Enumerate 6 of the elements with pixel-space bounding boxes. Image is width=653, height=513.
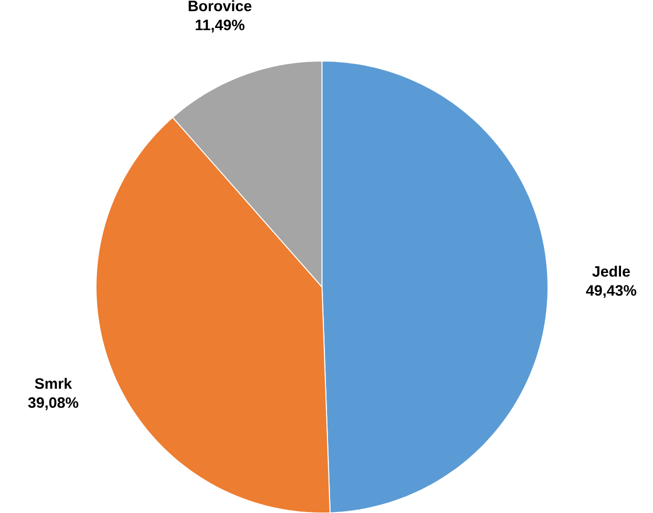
data-label: 49,43%: [586, 285, 636, 298]
data-label: 39,08%: [28, 397, 78, 410]
data-label: 11,49%: [196, 20, 244, 32]
slice-label: Borovice: [188, 0, 252, 12]
slice-label: Smrk: [34, 378, 72, 389]
slice-label: Jedle: [592, 266, 630, 277]
